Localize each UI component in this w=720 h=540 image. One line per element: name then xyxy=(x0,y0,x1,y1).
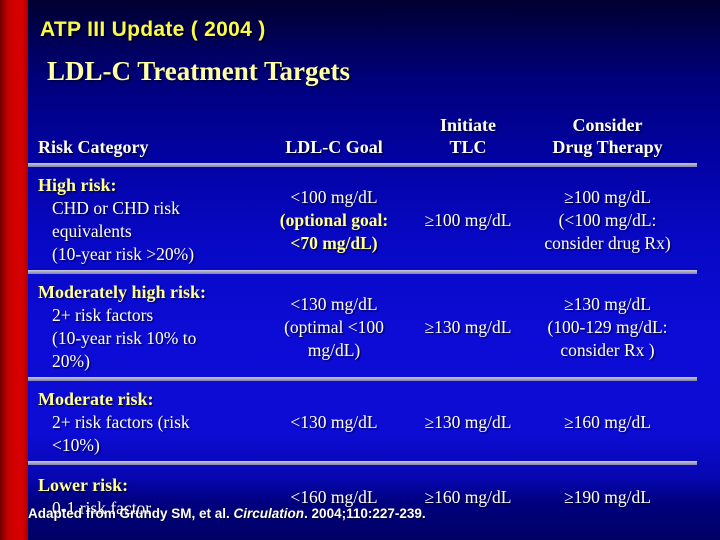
goal-line: <130 mg/dL xyxy=(290,293,378,314)
risk-category-line: (10-year risk >20%) xyxy=(52,244,195,264)
initiate-tlc-cell: ≥160 mg/dL xyxy=(424,486,512,507)
ldl-goal-cell: <160 mg/dL xyxy=(290,486,378,507)
citation-journal: Circulation xyxy=(233,506,305,521)
table-header-row: Risk Category LDL-C Goal Initiate TLC Co… xyxy=(28,100,697,163)
drug-therapy-cell: ≥190 mg/dL xyxy=(564,486,651,507)
risk-category-line: 0-1 risk factor xyxy=(52,498,152,518)
row-divider xyxy=(28,461,697,465)
drug-therapy-cell: ≥100 mg/dL (<100 mg/dL: consider drug Rx… xyxy=(518,179,697,259)
risk-category-line: equivalents xyxy=(52,221,132,241)
drug-line: (100-129 mg/dL: xyxy=(547,316,668,337)
goal-line: <100 mg/dL xyxy=(290,186,378,207)
ldl-goal-cell: <130 mg/dL (optimal <100 mg/dL) xyxy=(250,286,418,366)
left-red-stripe xyxy=(0,0,28,540)
table-row-lower-risk: Lower risk: 0-1 risk factor <160 mg/dL ≥… xyxy=(28,465,697,524)
goal-line: (optimal <100 xyxy=(284,316,384,337)
citation-footnote: Adapted from Grundy SM, et al. Circulati… xyxy=(28,506,426,521)
risk-category-title: Moderately high risk: xyxy=(38,282,206,302)
row-divider xyxy=(28,377,697,381)
col-header-ldl-goal: LDL-C Goal xyxy=(250,136,418,158)
citation-prefix: Adapted from Grundy SM, et al. xyxy=(28,506,234,521)
col-header-consider-drug-therapy: Consider Drug Therapy xyxy=(518,114,697,158)
risk-category-cell: Moderately high risk: 2+ risk factors (1… xyxy=(28,274,250,377)
risk-category-cell: High risk: CHD or CHD risk equivalents (… xyxy=(28,167,250,270)
col-header-initiate-tlc: Initiate TLC xyxy=(418,114,518,158)
risk-category-line: CHD or CHD risk xyxy=(52,198,180,218)
risk-category-cell: Lower risk: 0-1 risk factor xyxy=(28,465,250,524)
drug-line: (<100 mg/dL: xyxy=(558,209,657,230)
col-header-label-top: Consider xyxy=(572,115,643,135)
col-header-label-bottom: Drug Therapy xyxy=(552,137,663,157)
drug-line: ≥130 mg/dL xyxy=(564,293,651,314)
treatment-targets-table: Risk Category LDL-C Goal Initiate TLC Co… xyxy=(28,100,697,524)
table-row-moderately-high-risk: Moderately high risk: 2+ risk factors (1… xyxy=(28,274,697,377)
risk-category-cell: Moderate risk: 2+ risk factors (risk <10… xyxy=(28,381,250,461)
risk-category-title: Lower risk: xyxy=(38,475,129,495)
risk-category-title: High risk: xyxy=(38,175,117,195)
goal-optional-line: (optional goal: xyxy=(279,209,389,230)
row-divider xyxy=(28,270,697,274)
slide-title: LDL-C Treatment Targets xyxy=(47,56,350,86)
drug-therapy-cell: ≥160 mg/dL xyxy=(564,412,651,432)
initiate-tlc-cell: ≥130 mg/dL xyxy=(424,316,512,337)
header-divider xyxy=(28,163,697,167)
initiate-tlc-cell: ≥100 mg/dL xyxy=(424,209,512,230)
risk-category-line: (10-year risk 10% to xyxy=(52,328,197,348)
risk-category-line: 2+ risk factors (risk xyxy=(52,412,190,432)
risk-category-line: <10%) xyxy=(52,435,100,455)
risk-category-title: Moderate risk: xyxy=(38,389,154,409)
drug-therapy-cell: ≥130 mg/dL (100-129 mg/dL: consider Rx ) xyxy=(518,286,697,366)
citation-suffix: . 2004;110:227-239. xyxy=(304,506,426,521)
ldl-goal-cell: <130 mg/dL xyxy=(290,412,378,432)
risk-category-line: 20%) xyxy=(52,351,90,371)
col-header-label: LDL-C Goal xyxy=(285,137,383,157)
col-header-label-top: Initiate xyxy=(440,115,496,135)
col-header-label: Risk Category xyxy=(38,137,149,157)
drug-line: ≥100 mg/dL xyxy=(564,186,651,207)
goal-optional-line: <70 mg/dL) xyxy=(290,232,378,253)
col-header-risk-category: Risk Category xyxy=(28,136,250,158)
initiate-tlc-cell: ≥130 mg/dL xyxy=(424,412,512,432)
drug-line: consider drug Rx) xyxy=(544,232,671,253)
drug-line: consider Rx ) xyxy=(560,339,655,360)
table-row-moderate-risk: Moderate risk: 2+ risk factors (risk <10… xyxy=(28,381,697,461)
goal-line: mg/dL) xyxy=(307,339,361,360)
risk-category-line: 2+ risk factors xyxy=(52,305,154,325)
ldl-goal-cell: <100 mg/dL (optional goal: <70 mg/dL) xyxy=(250,179,418,259)
table-row-high-risk: High risk: CHD or CHD risk equivalents (… xyxy=(28,167,697,270)
col-header-label-bottom: TLC xyxy=(449,137,487,157)
slide-kicker: ATP III Update ( 2004 ) xyxy=(40,18,266,41)
